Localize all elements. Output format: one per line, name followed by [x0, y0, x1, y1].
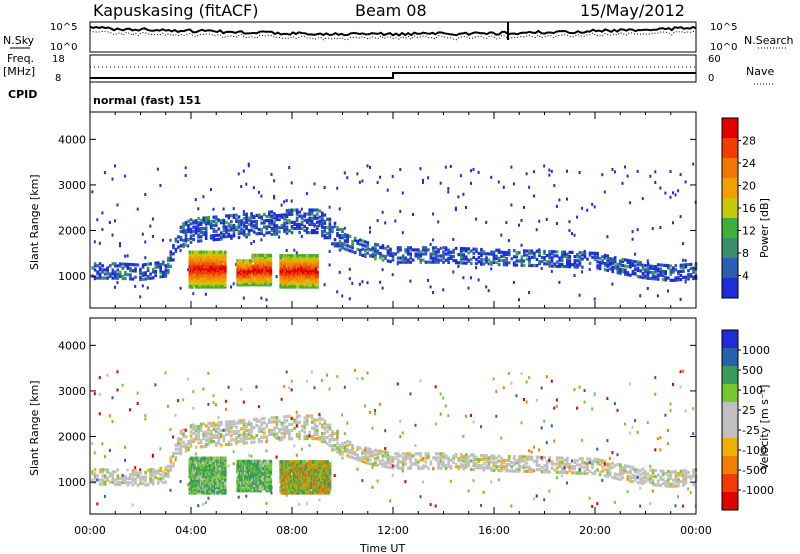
cpid-panel: CPID normal (fast) 151 [8, 82, 201, 112]
colorbar-segment [722, 420, 738, 439]
nsky-label: N.Sky [3, 34, 35, 47]
colorbar-tick-label: 16 [742, 202, 756, 215]
power-ylabel: Slant Range [km] [28, 174, 41, 270]
colorbar-segment [722, 474, 738, 493]
colorbar-tick-label: -1000 [742, 484, 774, 497]
colorbar-tick-label: 4 [742, 270, 749, 283]
colorbar-segment [722, 258, 738, 279]
colorbar-segment [722, 238, 738, 259]
ytick-label: 1000 [58, 270, 86, 283]
colorbar-segment [722, 118, 738, 139]
xtick-label: 08:00 [276, 524, 308, 537]
colorbar-segment [722, 456, 738, 475]
station-title: Kapuskasing (fitACF) [93, 1, 258, 20]
colorbar-tick-label: 12 [742, 225, 756, 238]
freq-unit-label: [MHz] [3, 65, 35, 78]
xtick-label: 00:00 [74, 524, 106, 537]
velocity-heatmap [91, 368, 698, 508]
freq-tick-bottom: 8 [55, 73, 61, 84]
colorbar-tick-label: 1000 [742, 344, 770, 357]
xtick-label: 04:00 [175, 524, 207, 537]
colorbar-segment [722, 492, 738, 511]
date-title: 15/May/2012 [580, 1, 685, 20]
sky-tick-top: 10^5 [50, 22, 77, 33]
colorbar-segment [722, 438, 738, 457]
cpid-label: CPID [8, 88, 37, 101]
colorbar-segment [722, 178, 738, 199]
colorbar-segment [722, 138, 738, 159]
velocity-panel: 1000 2000 3000 4000 Slant Range [km] 00:00 0… [28, 317, 774, 554]
power-panel: 1000 2000 3000 4000 Slant Range [km] 28 24 20… [28, 111, 771, 309]
ytick-label: 4000 [58, 133, 86, 146]
nave-tick-bottom: 0 [708, 73, 714, 84]
colorbar-segment [722, 366, 738, 385]
ytick-label: 2000 [58, 431, 86, 444]
velocity-colorbar: 1000 500 100 25 -25 -100 -500 -1000 [721, 329, 774, 511]
sky-search-panel: N.Sky 10^5 10^0 10^5 10^0 N.Search [3, 21, 794, 53]
colorbar-tick-label: -25 [742, 424, 760, 437]
colorbar-tick-label: 100 [742, 384, 763, 397]
colorbar-segment [722, 198, 738, 219]
search-tick-top: 10^5 [710, 22, 737, 33]
power-colorbar: 28 24 20 16 12 8 4 [721, 117, 756, 299]
velocity-ylabel: Slant Range [km] [28, 380, 41, 476]
colorbar-tick-label: 28 [742, 135, 756, 148]
colorbar-segment [722, 348, 738, 367]
colorbar-tick-label: -100 [742, 444, 767, 457]
colorbar-segment [722, 330, 738, 349]
xtick-label: 12:00 [377, 524, 409, 537]
colorbar-tick-label: 500 [742, 364, 763, 377]
search-tick-bottom: 10^0 [710, 42, 737, 53]
ytick-label: 3000 [58, 385, 86, 398]
nave-label: Nave [746, 65, 774, 78]
sky-tick-bottom: 10^0 [50, 42, 77, 53]
cpid-mode: normal (fast) 151 [93, 94, 201, 107]
noise-search-trace [89, 29, 697, 41]
xtick-label: 16:00 [478, 524, 510, 537]
colorbar-segment [722, 158, 738, 179]
xtick-label: 00:00 [680, 524, 712, 537]
colorbar-tick-label: 20 [742, 180, 756, 193]
freq-nave-panel: Freq. [MHz] 18 8 60 0 Nave [3, 52, 774, 85]
colorbar-tick-label: 25 [742, 404, 756, 417]
colorbar-tick-label: 24 [742, 157, 756, 170]
colorbar-tick-label: -500 [742, 464, 767, 477]
ytick-label: 4000 [58, 339, 86, 352]
beam-title: Beam 08 [355, 1, 427, 20]
power-colorbar-label: Power [dB] [758, 198, 771, 258]
colorbar-segment [722, 402, 738, 421]
noise-sky-trace [89, 25, 697, 37]
power-heatmap [91, 162, 698, 302]
colorbar-tick-label: 8 [742, 247, 749, 260]
time-axis-label: Time UT [359, 542, 405, 554]
xtick-label: 20:00 [579, 524, 611, 537]
colorbar-segment [722, 218, 738, 239]
nave-tick-top: 60 [708, 54, 721, 65]
nsearch-label: N.Search [744, 34, 794, 47]
ytick-label: 2000 [58, 225, 86, 238]
velocity-colorbar-label: Velocity [m s⁻¹] [758, 385, 771, 470]
frequency-trace [90, 72, 696, 79]
colorbar-segment [722, 384, 738, 403]
freq-label: Freq. [7, 52, 34, 65]
freq-tick-top: 18 [52, 54, 65, 65]
ytick-label: 3000 [58, 179, 86, 192]
ytick-label: 1000 [58, 476, 86, 489]
colorbar-segment [722, 278, 738, 299]
